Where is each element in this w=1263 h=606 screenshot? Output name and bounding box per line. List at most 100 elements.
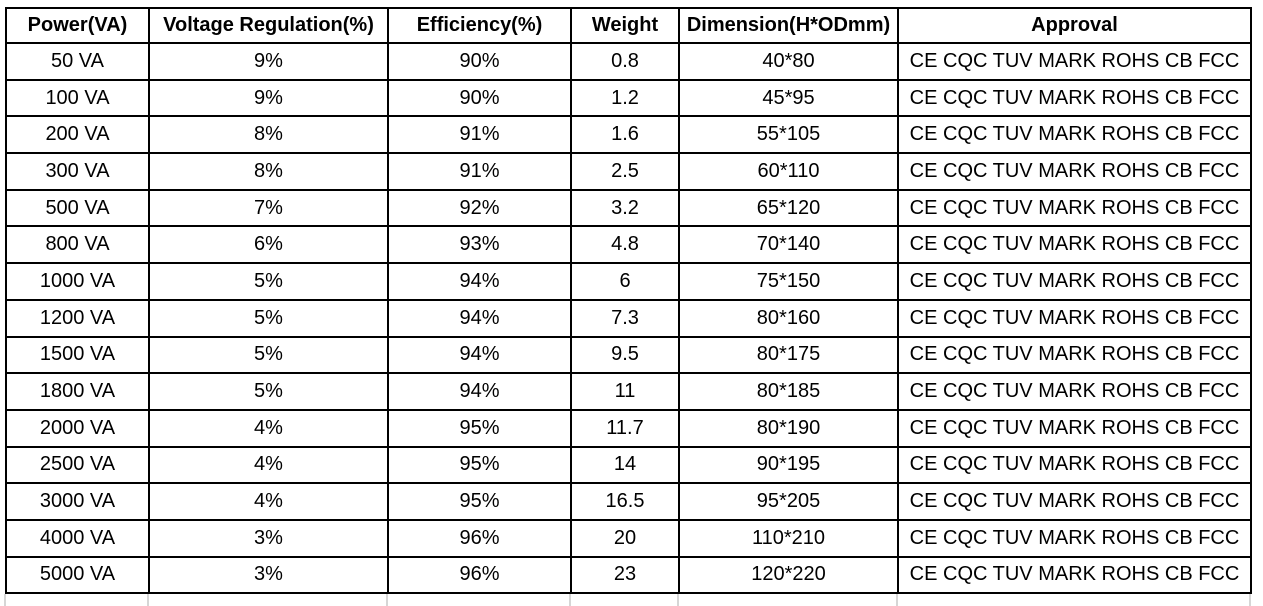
table-cell: CE CQC TUV MARK ROHS CB FCC (897, 188, 1252, 228)
table-cell: 4% (148, 445, 389, 485)
table-header: Power(VA) Voltage Regulation(%) Efficiency… (5, 7, 1252, 44)
table-row: 300 VA 8% 91% 2.5 60*110 CE CQC TUV MARK ROHS… (5, 152, 1252, 191)
table-cell: 11.7 (570, 408, 680, 448)
table-cell: 1000 VA (5, 262, 150, 301)
table-cell: 20 (570, 518, 680, 558)
partial-gridline (386, 594, 388, 606)
table-cell: 4% (148, 408, 389, 448)
table-row: 500 VA 7% 92% 3.2 65*120 CE CQC TUV MARK ROHS… (5, 188, 1252, 228)
table-cell: CE CQC TUV MARK ROHS CB FCC (897, 115, 1252, 155)
table-cell: CE CQC TUV MARK ROHS CB FCC (897, 152, 1252, 191)
table-row: 2500 VA 4% 95% 14 90*195 CE CQC TUV MARK ROHS… (5, 445, 1252, 485)
column-header: Approval (897, 7, 1252, 44)
table-cell: 4.8 (570, 225, 680, 265)
table-cell: 9% (148, 42, 389, 81)
header-row: Power(VA) Voltage Regulation(%) Efficiency… (5, 7, 1252, 44)
table-cell: CE CQC TUV MARK ROHS CB FCC (897, 335, 1252, 375)
table-cell: 65*120 (678, 188, 899, 228)
table-cell: 1.2 (570, 78, 680, 118)
table-cell: 1500 VA (5, 335, 150, 375)
table-row: 1200 VA 5% 94% 7.3 80*160 CE CQC TUV MARK ROH… (5, 298, 1252, 338)
table-cell: 2000 VA (5, 408, 150, 448)
table-cell: 16.5 (570, 482, 680, 521)
table-row: 3000 VA 4% 95% 16.5 95*205 CE CQC TUV MARK RO… (5, 482, 1252, 521)
table-cell: CE CQC TUV MARK ROHS CB FCC (897, 298, 1252, 338)
table-cell: CE CQC TUV MARK ROHS CB FCC (897, 42, 1252, 81)
table-cell: 300 VA (5, 152, 150, 191)
table-cell: 80*185 (678, 372, 899, 411)
table-cell: CE CQC TUV MARK ROHS CB FCC (897, 555, 1252, 595)
table-row: 200 VA 8% 91% 1.6 55*105 CE CQC TUV MARK ROHS… (5, 115, 1252, 155)
table-cell: 70*140 (678, 225, 899, 265)
partial-gridline (4, 594, 6, 606)
table-cell: 5% (148, 262, 389, 301)
table-row: 100 VA 9% 90% 1.2 45*95 CE CQC TUV MARK ROHS … (5, 78, 1252, 118)
table-cell: 2.5 (570, 152, 680, 191)
column-header: Voltage Regulation(%) (148, 7, 389, 44)
table-cell: 96% (387, 555, 572, 595)
table-cell: 800 VA (5, 225, 150, 265)
table-cell: 95% (387, 482, 572, 521)
table-cell: 3% (148, 555, 389, 595)
table-cell: 200 VA (5, 115, 150, 155)
table-cell: 2500 VA (5, 445, 150, 485)
table-cell: 95*205 (678, 482, 899, 521)
table-cell: 100 VA (5, 78, 150, 118)
column-header: Power(VA) (5, 7, 150, 44)
table-cell: 3% (148, 518, 389, 558)
table-cell: 23 (570, 555, 680, 595)
table-cell: 1800 VA (5, 372, 150, 411)
table-cell: 75*150 (678, 262, 899, 301)
table-cell: 8% (148, 152, 389, 191)
table-cell: 9% (148, 78, 389, 118)
table-cell: 95% (387, 408, 572, 448)
table-cell: 14 (570, 445, 680, 485)
column-header: Weight (570, 7, 680, 44)
table-cell: 90% (387, 78, 572, 118)
table-cell: 4000 VA (5, 518, 150, 558)
partial-gridline (896, 594, 898, 606)
table-cell: 7.3 (570, 298, 680, 338)
table-cell: 90*195 (678, 445, 899, 485)
table-row: 50 VA 9% 90% 0.8 40*80 CE CQC TUV MARK ROHS C… (5, 42, 1252, 81)
table-cell: 3000 VA (5, 482, 150, 521)
table-row: 5000 VA 3% 96% 23 120*220 CE CQC TUV MARK ROH… (5, 555, 1252, 595)
table-cell: 5% (148, 298, 389, 338)
table-cell: 45*95 (678, 78, 899, 118)
table-cell: 6% (148, 225, 389, 265)
table-cell: 80*175 (678, 335, 899, 375)
table-cell: 80*190 (678, 408, 899, 448)
table-cell: 3.2 (570, 188, 680, 228)
table-cell: 80*160 (678, 298, 899, 338)
table-cell: 93% (387, 225, 572, 265)
table-cell: 55*105 (678, 115, 899, 155)
table-cell: CE CQC TUV MARK ROHS CB FCC (897, 262, 1252, 301)
column-header: Dimension(H*ODmm) (678, 7, 899, 44)
partial-gridline (677, 594, 679, 606)
table-body: 50 VA 9% 90% 0.8 40*80 CE CQC TUV MARK ROHS C… (5, 42, 1252, 595)
partial-gridline (569, 594, 571, 606)
table-cell: CE CQC TUV MARK ROHS CB FCC (897, 445, 1252, 485)
table-cell: 94% (387, 262, 572, 301)
table-cell: 6 (570, 262, 680, 301)
table-row: 4000 VA 3% 96% 20 110*210 CE CQC TUV MARK ROH… (5, 518, 1252, 558)
table-cell: 1.6 (570, 115, 680, 155)
table-cell: 94% (387, 372, 572, 411)
table-row: 1000 VA 5% 94% 6 75*150 CE CQC TUV MARK ROHS … (5, 262, 1252, 301)
table-cell: 5% (148, 335, 389, 375)
table-cell: 11 (570, 372, 680, 411)
transformer-spec-table: Power(VA) Voltage Regulation(%) Efficiency… (5, 7, 1252, 595)
table-cell: CE CQC TUV MARK ROHS CB FCC (897, 518, 1252, 558)
table-cell: CE CQC TUV MARK ROHS CB FCC (897, 78, 1252, 118)
table-cell: 5000 VA (5, 555, 150, 595)
table-cell: 9.5 (570, 335, 680, 375)
table-cell: 95% (387, 445, 572, 485)
table-cell: 0.8 (570, 42, 680, 81)
table-cell: 91% (387, 115, 572, 155)
partial-gridline (1249, 594, 1251, 606)
table-cell: 120*220 (678, 555, 899, 595)
table-cell: 8% (148, 115, 389, 155)
table-cell: 5% (148, 372, 389, 411)
table-row: 800 VA 6% 93% 4.8 70*140 CE CQC TUV MARK ROHS… (5, 225, 1252, 265)
